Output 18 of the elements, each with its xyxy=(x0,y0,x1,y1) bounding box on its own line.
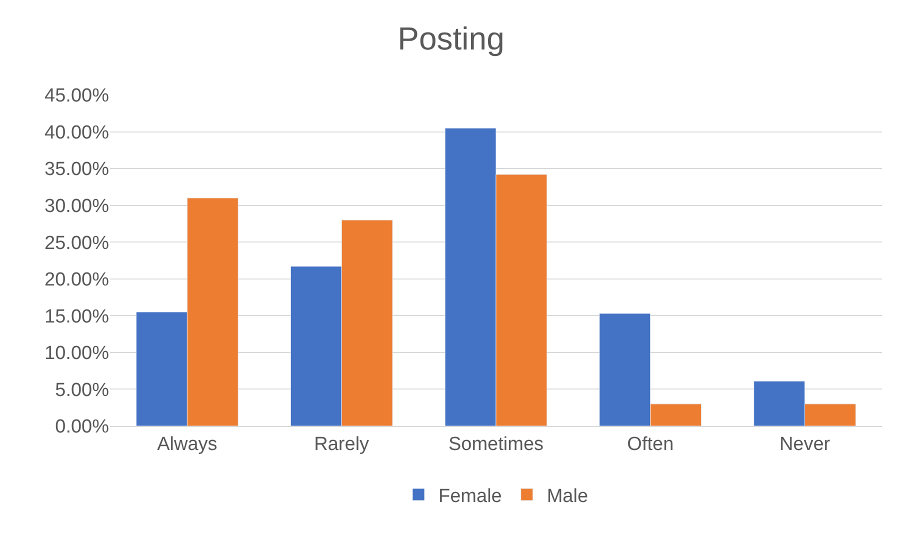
legend-label: Male xyxy=(546,486,588,507)
y-tick-label: 20.00% xyxy=(44,270,110,291)
x-tick-label: Often xyxy=(627,434,674,455)
y-tick-label: 45.00% xyxy=(44,86,110,107)
y-tick-label: 25.00% xyxy=(44,232,110,254)
x-tick-label: Sometimes xyxy=(448,434,544,455)
y-tick-label: 10.00% xyxy=(44,343,110,364)
y-tick-label: 30.00% xyxy=(44,196,110,217)
y-tick-label: 15.00% xyxy=(44,306,110,328)
y-tick-label: 40.00% xyxy=(44,122,110,144)
x-tick-label: Always xyxy=(157,434,218,455)
chart-title: Posting xyxy=(398,20,504,57)
y-tick-label: 5.00% xyxy=(55,380,110,401)
legend-label: Female xyxy=(438,486,502,507)
y-tick-label: 0.00% xyxy=(55,416,110,438)
x-tick-label: Rarely xyxy=(314,434,370,455)
y-tick-label: 35.00% xyxy=(44,159,110,180)
x-tick-label: Never xyxy=(779,434,831,455)
